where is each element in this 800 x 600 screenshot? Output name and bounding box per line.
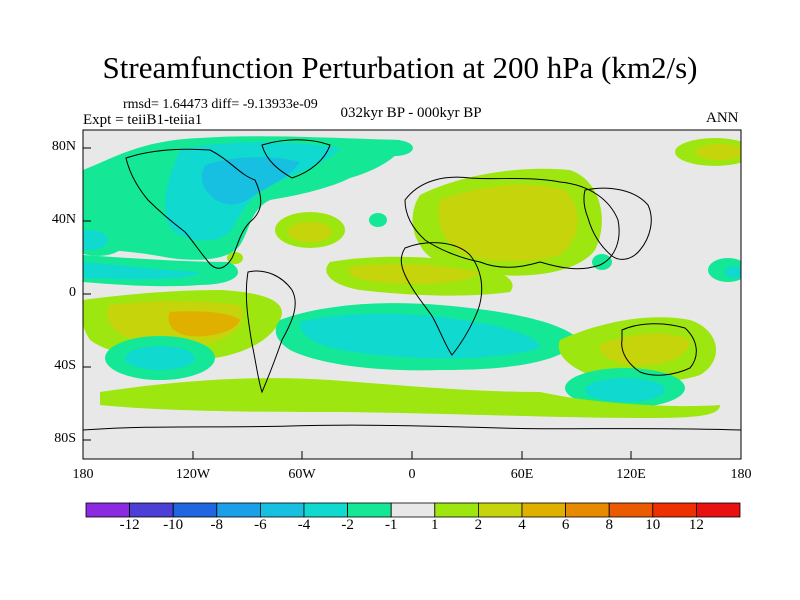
colorbar-label: 10 <box>645 517 661 533</box>
colorbar-label: -12 <box>119 517 140 533</box>
coast-north-america <box>125 148 262 269</box>
positive-region-subtropical-north-inner <box>348 264 480 284</box>
colorbar-label: -8 <box>210 517 224 533</box>
colorbar-swatch <box>521 502 566 518</box>
colorbar-swatch <box>216 502 261 518</box>
lon-label-0: 0 <box>408 467 416 482</box>
coastlines <box>83 139 741 431</box>
coast-africa <box>400 242 483 356</box>
colorbar-swatch <box>390 502 436 518</box>
colorbar-swatch <box>565 502 610 518</box>
coast-south-america <box>245 270 296 394</box>
lon-label-60e: 60E <box>510 467 534 482</box>
positive-region-patch-1 <box>227 252 243 264</box>
coast-europe <box>404 176 620 270</box>
colorbar-swatch <box>696 502 741 518</box>
lat-label-40s: 40S <box>54 358 76 373</box>
colorbar-swatch <box>652 502 697 518</box>
negative-region-patch-2 <box>592 254 612 270</box>
colorbar-label: 12 <box>688 517 704 533</box>
colorbar-label: -6 <box>254 517 267 533</box>
lon-label-60w: 60W <box>288 467 316 482</box>
lon-label-180w: 180 <box>72 467 94 482</box>
negative-region-north-atlantic-core <box>201 157 300 205</box>
map-title: Streamfunction Perturbation at 200 hPa (… <box>102 50 698 85</box>
positive-region-arctic-west <box>377 140 413 156</box>
stats-line: rmsd= 1.64473 diff= -9.13933e-09 <box>123 97 318 112</box>
lat-label-40n: 40N <box>51 212 76 227</box>
experiment-label: Expt = teiiB1-teiia1 <box>83 112 203 128</box>
positive-region-north-pacific-inner <box>288 222 332 242</box>
colorbar-label: 1 <box>431 517 439 533</box>
positive-region-australia-inner <box>599 333 690 366</box>
lat-label-80s: 80S <box>54 431 76 446</box>
contour-field <box>83 130 741 459</box>
colorbar-label: 8 <box>605 517 613 533</box>
colorbar-swatch <box>85 502 130 518</box>
coast-australia <box>621 323 697 376</box>
positive-region-eurasia-inner <box>438 184 578 262</box>
lon-label-120w: 120W <box>175 467 211 482</box>
positive-region-southern-ocean <box>100 378 720 418</box>
colorbar-swatch <box>172 502 218 518</box>
colorbar-swatch <box>434 502 479 518</box>
lat-label-80n: 80N <box>51 139 76 154</box>
negative-region-patch-4 <box>725 266 741 278</box>
colorbar-swatch <box>477 502 523 518</box>
negative-region-south-atlantic-inner <box>300 313 540 359</box>
colorbar-swatch <box>129 502 174 518</box>
colorbar-label: -4 <box>297 517 311 533</box>
coast-antarctica <box>83 424 741 431</box>
colorbar-label: 6 <box>561 517 570 533</box>
colorbar-swatch <box>303 502 348 518</box>
colorbar <box>85 502 741 518</box>
colorbar-label: -10 <box>163 517 184 533</box>
colorbar-swatch <box>259 502 305 518</box>
lat-label-0: 0 <box>69 285 76 300</box>
axis-ticks <box>82 147 742 459</box>
lon-label-120e: 120E <box>616 467 646 482</box>
period-label: 032kyr BP - 000kyr BP <box>340 105 482 121</box>
positive-region-arctic-east-inner <box>695 144 741 160</box>
negative-region-southern-ocean-inner <box>585 378 665 402</box>
colorbar-label: 4 <box>518 517 526 533</box>
colorbar-label: 2 <box>474 517 483 533</box>
positive-region-south-pacific-core <box>168 311 240 337</box>
colorbar-swatch <box>347 502 392 518</box>
colorbar-label: -1 <box>384 517 398 533</box>
negative-region-patch-1 <box>369 213 387 227</box>
colorbar-swatch <box>608 502 654 518</box>
season-label: ANN <box>706 110 739 126</box>
colorbar-label: -2 <box>341 517 354 533</box>
lon-label-180e: 180 <box>730 467 752 482</box>
negative-region-south-pacific-inner <box>125 346 195 370</box>
negative-region-subtropical-pacific-inner <box>83 262 200 280</box>
negative-region-west-pacific-inner <box>83 230 108 250</box>
coast-asia-east <box>583 187 652 260</box>
coast-greenland <box>261 139 331 179</box>
